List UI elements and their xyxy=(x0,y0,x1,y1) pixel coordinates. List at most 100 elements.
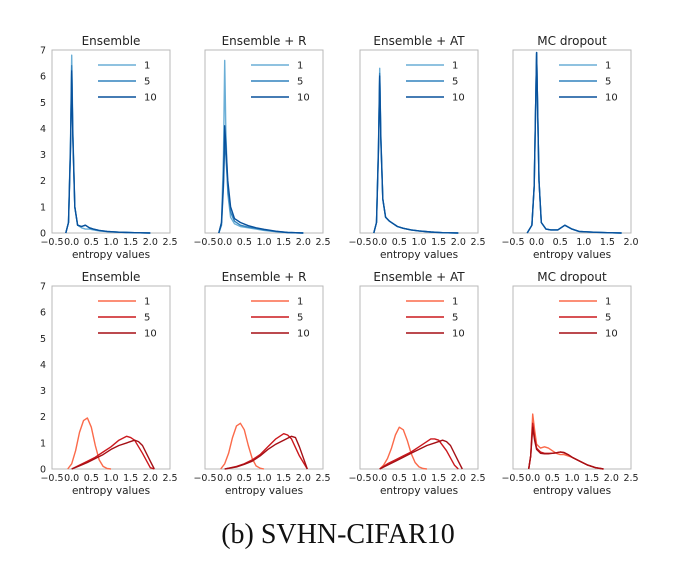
x-tick-label: 0.0 xyxy=(217,237,232,248)
legend-label-10: 10 xyxy=(452,329,465,340)
x-tick-label: −0.5 xyxy=(40,237,63,248)
y-tick-label: 0 xyxy=(40,229,46,240)
x-tick-label: −0.5 xyxy=(501,237,524,248)
x-tick-label: 1.0 xyxy=(411,237,426,248)
x-axis-label: entropy values xyxy=(380,485,458,497)
legend-label-1: 1 xyxy=(605,61,611,72)
subplot-title: MC dropout xyxy=(537,34,607,48)
x-tick-label: 2.5 xyxy=(470,473,485,484)
x-tick-label: 1.0 xyxy=(564,473,579,484)
subplot-2-3: Ensemble + AT −0.5 0.0 0.5 1.0 1.5 2.0 2.5 entro… xyxy=(348,270,485,497)
x-tick-label: 1.0 xyxy=(411,473,426,484)
x-tick-label: −0.5 xyxy=(348,473,371,484)
x-axis-label: entropy values xyxy=(533,249,611,261)
subplot-1-2: Ensemble + R −0.5 0.0 0.5 1.0 1.5 2.0 2.5 1 5 10 xyxy=(193,34,330,248)
y-tick-label: 7 xyxy=(40,282,46,293)
legend-label-1: 1 xyxy=(144,61,150,72)
y-tick-label: 1 xyxy=(40,202,46,213)
subplot-title: Ensemble xyxy=(82,34,141,48)
plot-frame xyxy=(512,49,632,234)
legend-label-1: 1 xyxy=(297,61,303,72)
subplot-title: Ensemble + AT xyxy=(373,34,465,48)
x-axis-label: entropy values xyxy=(72,485,150,497)
x-tick-label: 2.0 xyxy=(451,473,466,484)
legend-label-10: 10 xyxy=(144,329,157,340)
x-tick-label: 2.5 xyxy=(315,237,330,248)
x-tick-label: 1.5 xyxy=(600,237,615,248)
x-tick-label: 2.0 xyxy=(296,473,311,484)
x-tick-label: 1.5 xyxy=(431,237,446,248)
x-tick-label: 0.0 xyxy=(525,473,540,484)
x-tick-label: 2.0 xyxy=(143,473,158,484)
x-tick-label: −0.5 xyxy=(40,473,63,484)
y-tick-label: 7 xyxy=(40,46,46,57)
x-tick-label: 0.5 xyxy=(392,473,407,484)
x-tick-label: 1.0 xyxy=(256,237,271,248)
subplot-title: MC dropout xyxy=(537,270,607,284)
legend-label-1: 1 xyxy=(144,297,150,308)
series-line-10 xyxy=(379,439,463,470)
y-tick-label: 5 xyxy=(40,334,46,345)
legend-label-1: 1 xyxy=(605,297,611,308)
legend-label-1: 1 xyxy=(297,297,303,308)
legend-label-10: 10 xyxy=(144,93,157,104)
plot-frame xyxy=(359,49,479,234)
y-tick-label: 1 xyxy=(40,438,46,449)
series-line-10 xyxy=(528,426,604,470)
x-tick-label: 1.5 xyxy=(584,473,599,484)
x-tick-label: 0.0 xyxy=(217,473,232,484)
series-line-10 xyxy=(526,51,622,234)
x-tick-label: 0.5 xyxy=(392,237,407,248)
x-tick-label: 1.5 xyxy=(276,473,291,484)
x-tick-label: 1.0 xyxy=(103,237,118,248)
x-tick-label: 2.5 xyxy=(162,237,177,248)
x-tick-label: 0.0 xyxy=(529,237,544,248)
y-tick-label: 6 xyxy=(40,308,46,319)
x-tick-label: −0.5 xyxy=(193,473,216,484)
x-tick-label: 0.5 xyxy=(84,473,99,484)
series-line-10 xyxy=(71,439,155,470)
legend-label-10: 10 xyxy=(452,93,465,104)
y-tick-label: 3 xyxy=(40,386,46,397)
x-tick-label: 2.0 xyxy=(623,237,638,248)
series-line-10 xyxy=(224,435,308,470)
y-tick-label: 6 xyxy=(40,72,46,83)
series-line-5 xyxy=(71,435,155,470)
x-axis-label: entropy values xyxy=(380,249,458,261)
x-tick-label: −0.5 xyxy=(193,237,216,248)
subplot-title: Ensemble + AT xyxy=(373,270,465,284)
x-axis-label: entropy values xyxy=(72,249,150,261)
legend-label-5: 5 xyxy=(452,77,458,88)
x-tick-label: 0.0 xyxy=(372,473,387,484)
x-tick-label: 0.5 xyxy=(237,237,252,248)
legend-label-10: 10 xyxy=(605,329,618,340)
subplot-2-2: Ensemble + R −0.5 0.0 0.5 1.0 1.5 2.0 2.5 entrop… xyxy=(193,270,330,497)
legend-label-5: 5 xyxy=(297,313,303,324)
y-tick-label: 4 xyxy=(40,360,46,371)
x-tick-label: 0.5 xyxy=(84,237,99,248)
x-tick-label: 1.5 xyxy=(123,473,138,484)
x-tick-label: 2.5 xyxy=(315,473,330,484)
plot-frame xyxy=(204,285,324,470)
x-tick-label: 2.5 xyxy=(470,237,485,248)
x-tick-label: 2.5 xyxy=(623,473,638,484)
series-line-10 xyxy=(373,75,459,234)
x-tick-label: 2.5 xyxy=(162,473,177,484)
x-tick-label: 0.0 xyxy=(372,237,387,248)
y-tick-label: 4 xyxy=(40,124,46,135)
x-tick-label: 0.5 xyxy=(553,237,568,248)
x-tick-label: 0.0 xyxy=(64,237,79,248)
x-axis-label: entropy values xyxy=(533,485,611,497)
plot-frame xyxy=(51,49,171,234)
plot-frame xyxy=(359,285,479,470)
x-tick-label: 2.0 xyxy=(143,237,158,248)
subplot-title: Ensemble + R xyxy=(222,34,307,48)
x-tick-label: 1.5 xyxy=(431,473,446,484)
x-tick-label: 1.5 xyxy=(276,237,291,248)
y-tick-label: 5 xyxy=(40,98,46,109)
series-line-1 xyxy=(379,426,427,470)
legend-label-5: 5 xyxy=(144,313,150,324)
x-tick-label: 1.0 xyxy=(103,473,118,484)
subplot-title: Ensemble xyxy=(82,270,141,284)
